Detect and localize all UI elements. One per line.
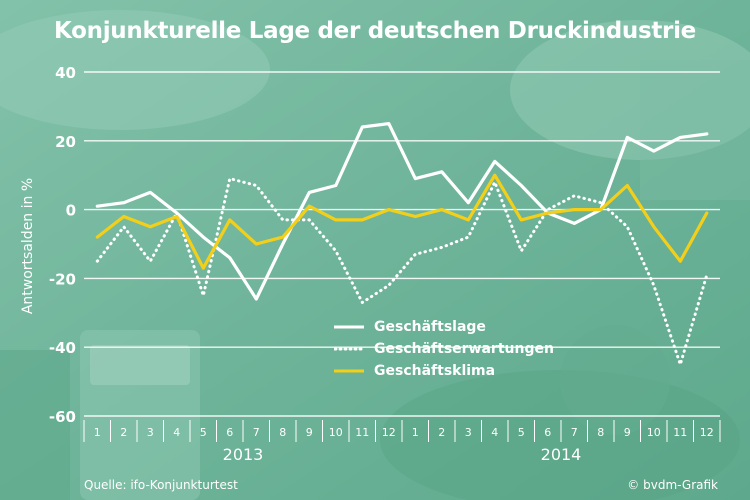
x-tick-label: 5 (518, 426, 525, 439)
x-tick-label: 3 (147, 426, 154, 439)
y-tick-label: 20 (55, 133, 76, 151)
x-tick-label: 12 (382, 426, 396, 439)
y-axis-label: Antwortsalden in % (20, 177, 36, 315)
legend-item-geschaeftslage: Geschäftslage (334, 316, 554, 338)
x-tick-label: 7 (571, 426, 578, 439)
series-line-geschaeftsklima (95, 173, 709, 270)
y-tick-label: -40 (49, 339, 76, 357)
legend-label: Geschäftslage (374, 319, 486, 335)
chart-title: Konjunkturelle Lage der deutschen Drucki… (54, 18, 696, 44)
x-tick-label: 4 (173, 426, 180, 439)
legend-label: Geschäftserwartungen (374, 341, 554, 357)
series-line-geschaeftslage (95, 121, 709, 301)
x-tick-label: 1 (412, 426, 419, 439)
x-tick-label: 11 (355, 426, 369, 439)
x-tick-label: 9 (624, 426, 631, 439)
legend-label: Geschäftsklima (374, 363, 496, 379)
x-tick-label: 6 (544, 426, 551, 439)
legend-swatch-solid-yellow (334, 369, 364, 373)
year-label: 2014 (541, 445, 582, 464)
source-note: Quelle: ifo-Konjunkturtest (84, 478, 238, 492)
x-tick-label: 1 (94, 426, 101, 439)
x-tick-label: 5 (200, 426, 207, 439)
x-tick-label: 9 (306, 426, 313, 439)
x-tick-label: 10 (647, 426, 661, 439)
x-tick-label: 2 (438, 426, 445, 439)
y-tick-label: -60 (49, 408, 76, 426)
legend-swatch-solid-white (334, 325, 364, 329)
x-tick-label: 8 (279, 426, 286, 439)
legend-item-geschaeftserwartungen: Geschäftserwartungen (334, 338, 554, 360)
x-tick-label: 7 (253, 426, 260, 439)
x-tick-label: 12 (700, 426, 714, 439)
legend-item-geschaeftsklima: Geschäftsklima (334, 360, 554, 382)
legend: Geschäftslage Geschäftserwartungen Gesch… (334, 316, 554, 382)
x-tick-label: 10 (329, 426, 343, 439)
y-tick-label: 40 (55, 64, 76, 82)
series-lines (95, 121, 709, 366)
x-tick-label: 8 (597, 426, 604, 439)
year-label: 2013 (223, 445, 264, 464)
x-tick-label: 11 (673, 426, 687, 439)
grid-lines (84, 71, 720, 417)
credit-note: © bvdm-Grafik (627, 478, 718, 492)
x-tick-label: 4 (491, 426, 498, 439)
legend-swatch-dotted-white (334, 347, 364, 351)
x-tick-label: 6 (226, 426, 233, 439)
x-tick-label: 2 (120, 426, 127, 439)
y-tick-label: 0 (66, 202, 76, 220)
x-tick-label: 3 (465, 426, 472, 439)
y-tick-label: -20 (49, 270, 76, 288)
